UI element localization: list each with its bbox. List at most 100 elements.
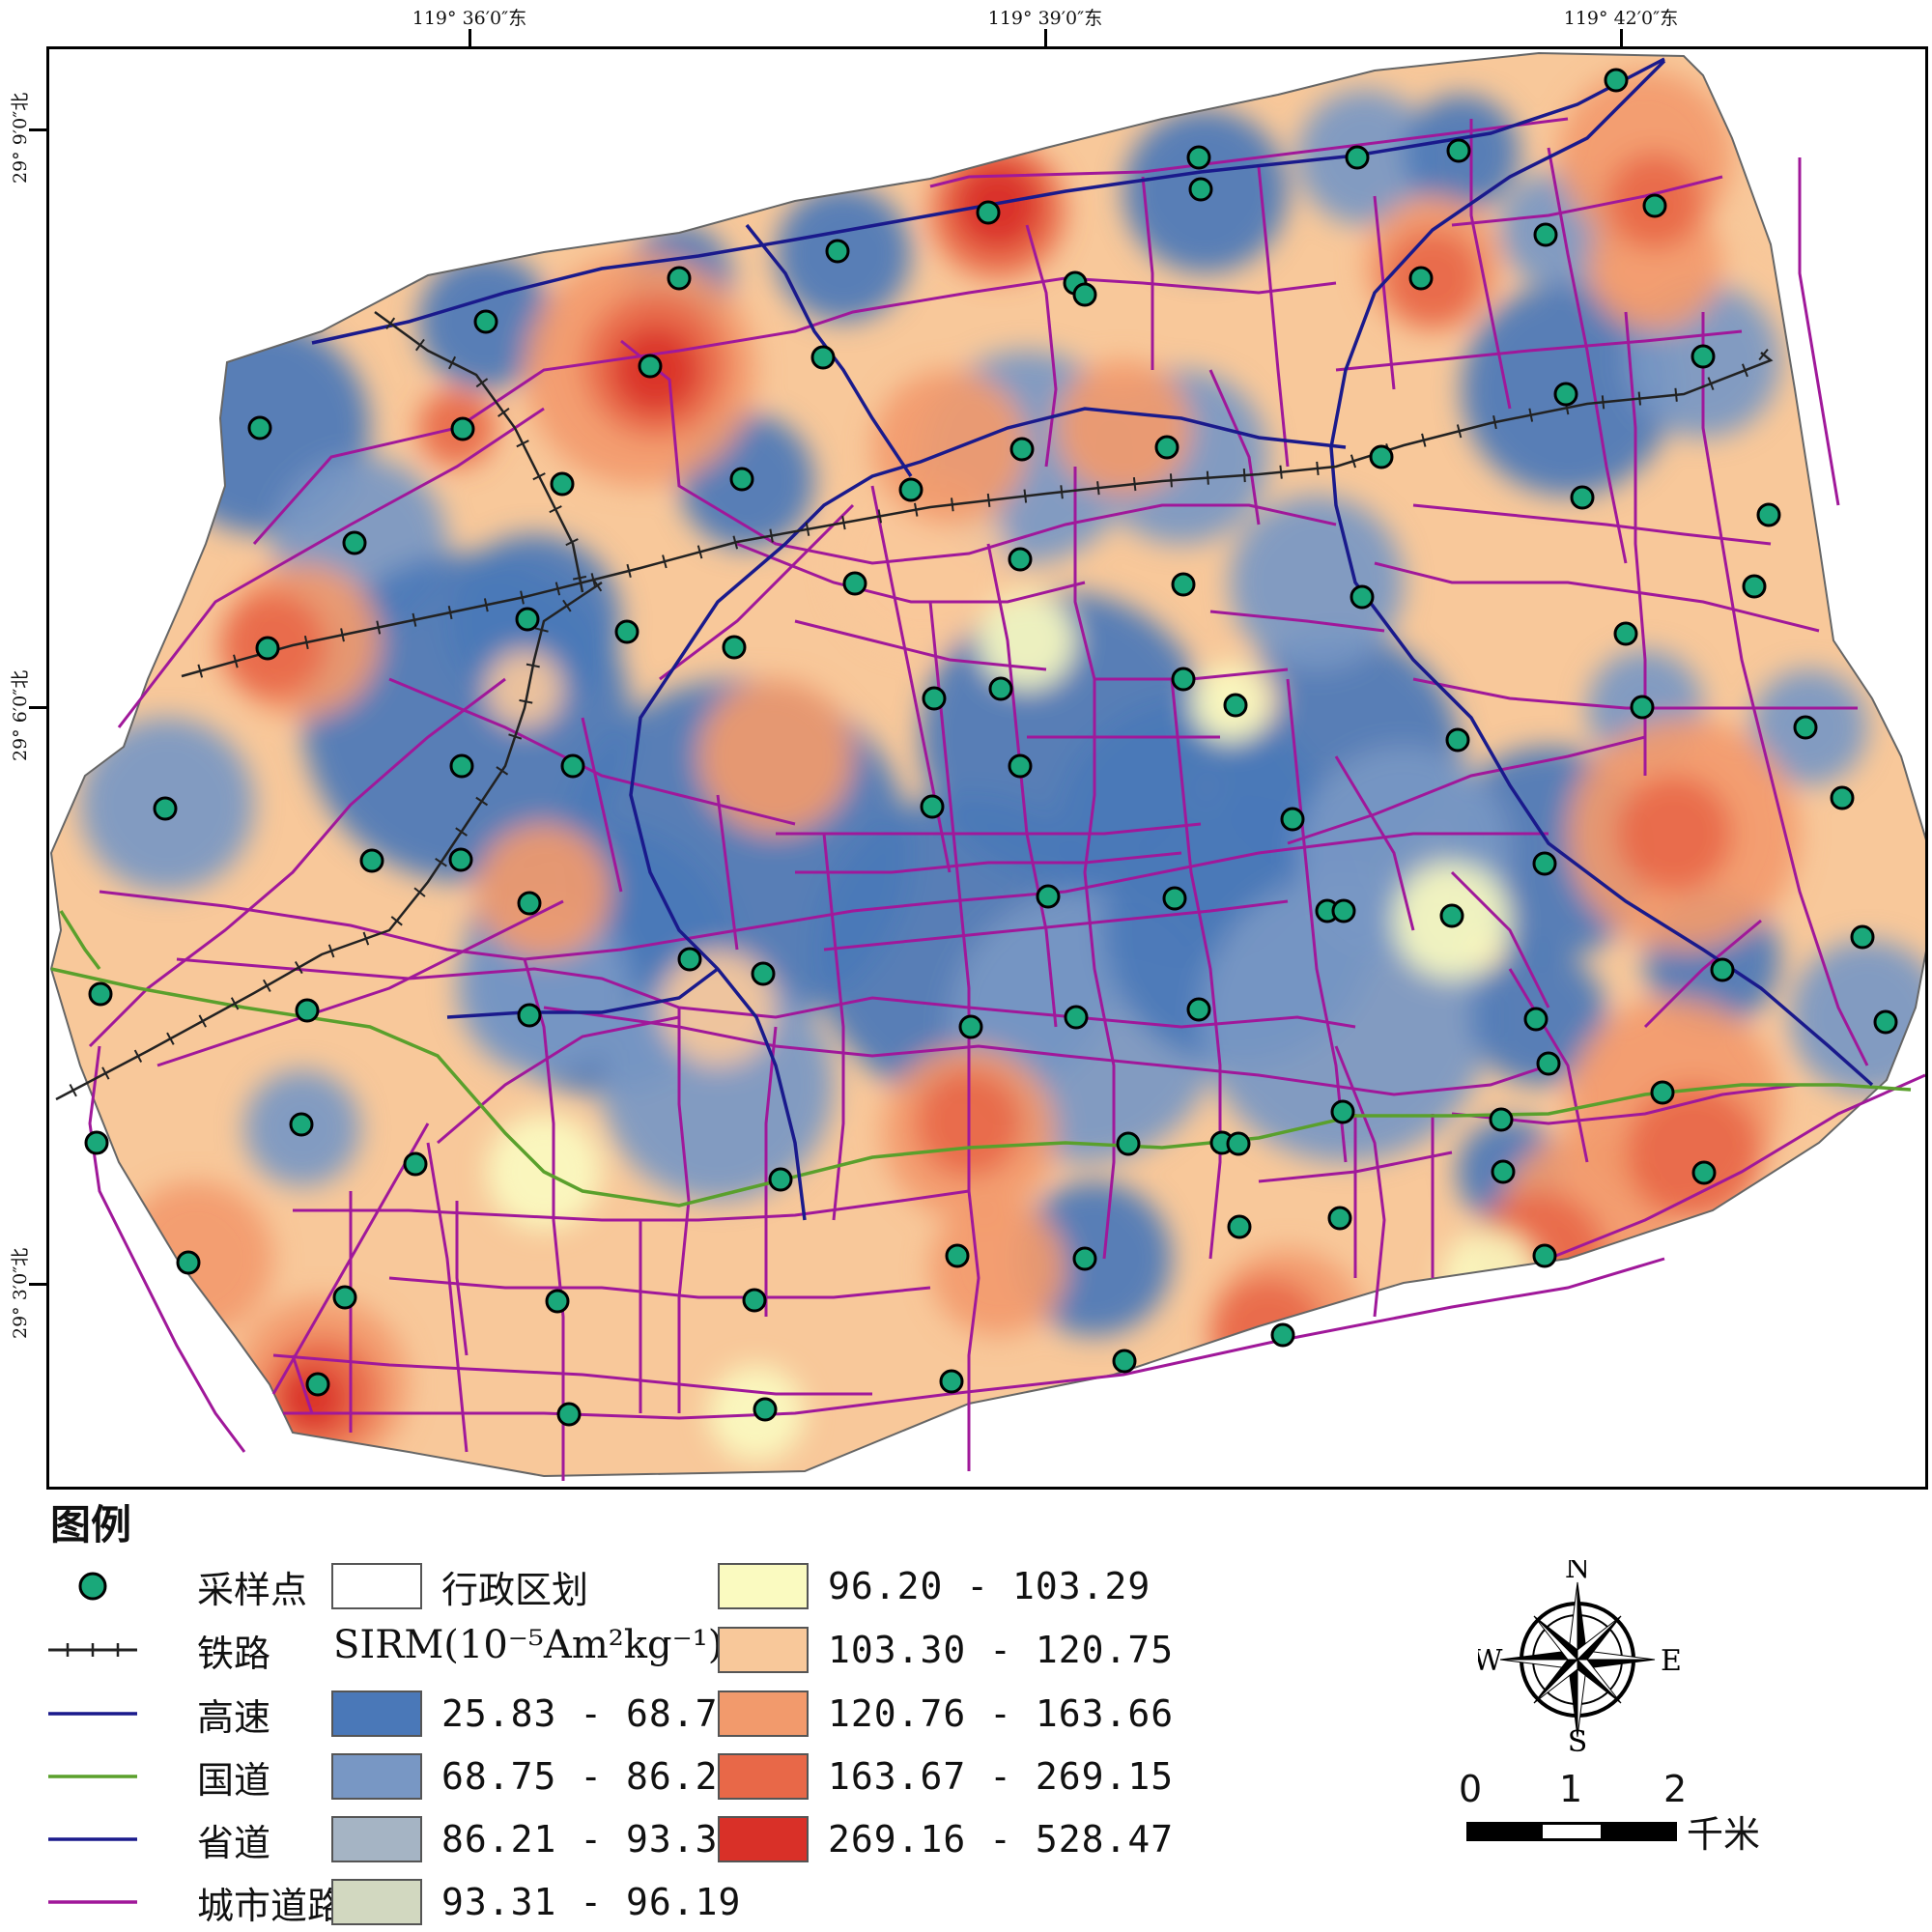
national-road (59, 910, 101, 971)
railway (55, 581, 603, 1101)
sample-point (1162, 886, 1187, 911)
railway-tick (526, 663, 540, 668)
sample-point (825, 239, 850, 264)
sample-point (729, 467, 754, 492)
sample-point (1523, 1007, 1548, 1032)
class-swatch (331, 1879, 422, 1925)
sample-point (1642, 193, 1667, 218)
legend-class-3: 86.21 - 93.30 (331, 1812, 741, 1866)
legend-label-sample: 采样点 (197, 1568, 308, 1611)
sample-point (1445, 727, 1470, 753)
sirm-patch (1056, 360, 1191, 496)
sample-point (922, 686, 947, 711)
railway-tick (1350, 454, 1357, 469)
railway-tick (496, 766, 509, 776)
railway-tick (951, 497, 954, 512)
sirm-patch (1230, 496, 1404, 669)
sample-point (842, 571, 867, 596)
legend-title: 图例 (50, 1501, 132, 1548)
sample-point (305, 1372, 330, 1397)
railway-tick (914, 502, 919, 517)
legend-item-provincial-road: 省道 (46, 1812, 270, 1866)
sample-point (939, 1369, 964, 1394)
railway-tick (69, 1084, 77, 1097)
legend-label-admin: 行政区划 (441, 1568, 589, 1611)
class-swatch (718, 1690, 809, 1737)
sample-point (1072, 1246, 1097, 1271)
railway-tick (1741, 363, 1748, 378)
sample-point (1036, 884, 1061, 909)
railway-tick (1023, 489, 1028, 503)
railway-tick (1528, 408, 1534, 422)
railway-tick (483, 598, 489, 612)
sample-point (1369, 444, 1394, 469)
legend-label-railway: 铁路 (197, 1632, 271, 1675)
railway-tick (447, 605, 453, 620)
urban-road (716, 794, 739, 951)
sample-point (1553, 382, 1578, 407)
legend-item-expressway: 高速 (46, 1687, 270, 1741)
railway-tick (1674, 387, 1678, 402)
urban-road (1209, 610, 1385, 633)
railway-tick (732, 535, 739, 550)
sample-point (1327, 1206, 1352, 1231)
urban-road (1469, 119, 1512, 410)
map-frame (46, 46, 1928, 1490)
sample-point (1345, 145, 1370, 170)
sirm-patch (1626, 1085, 1761, 1220)
provincial-road-line-icon (46, 1816, 139, 1862)
class-swatch (718, 1816, 809, 1862)
compass-e: E (1661, 1644, 1682, 1678)
sample-point (1873, 1009, 1898, 1035)
compass-n: N (1565, 1560, 1590, 1585)
urban-road (1412, 677, 1858, 710)
north-arrow-compass-icon: N S E W (1478, 1560, 1682, 1753)
railway-tick (1492, 415, 1497, 430)
sample-point (1710, 957, 1735, 982)
urban-road (677, 1008, 691, 1413)
latitude-tick (29, 128, 46, 131)
urban-road-line-icon (46, 1879, 139, 1925)
national-road (50, 967, 1912, 1208)
urban-road (1287, 735, 1646, 845)
railway-tick (448, 355, 457, 370)
legend-class-7: 120.76 - 163.66 (718, 1687, 1174, 1741)
sample-point (958, 1014, 983, 1039)
railway-tick (1279, 465, 1283, 479)
railway-tick (230, 997, 240, 1010)
urban-road (1073, 467, 1116, 1260)
urban-road (929, 117, 1569, 188)
class-range-label: 93.31 - 96.19 (441, 1881, 742, 1923)
railway-tick (197, 664, 204, 678)
expressway-line-icon (46, 1690, 139, 1737)
longitude-tick (469, 29, 471, 46)
legend-label-national-road: 国道 (197, 1758, 271, 1802)
railway-tick (262, 979, 271, 992)
sample-point (1227, 1214, 1252, 1239)
latitude-tick (29, 1283, 46, 1286)
sample-point (1650, 1080, 1675, 1105)
sample-point (1072, 282, 1097, 307)
sample-point (176, 1250, 201, 1275)
legend-item-national-road: 国道 (46, 1749, 270, 1804)
railway-line-icon (46, 1627, 139, 1673)
sample-point (448, 847, 473, 872)
railway-tick (233, 654, 239, 668)
urban-road (1373, 195, 1396, 390)
sample-point (1008, 753, 1033, 779)
urban-road (1451, 175, 1723, 227)
urban-road (1643, 919, 1762, 1029)
urban-road (156, 899, 564, 1067)
class-range-label: 68.75 - 86.20 (441, 1755, 742, 1798)
sample-point (332, 1285, 357, 1310)
railway-tick (1096, 481, 1100, 496)
provincial-road (629, 407, 1347, 1221)
sample-point (1223, 693, 1248, 718)
urban-road (455, 1201, 469, 1356)
urban-road (1701, 312, 1869, 1066)
railway-tick (303, 635, 309, 650)
urban-road (986, 543, 1058, 1028)
class-range-label: 103.30 - 120.75 (828, 1629, 1175, 1671)
urban-road (1450, 870, 1550, 1009)
railway-tick (534, 627, 549, 633)
